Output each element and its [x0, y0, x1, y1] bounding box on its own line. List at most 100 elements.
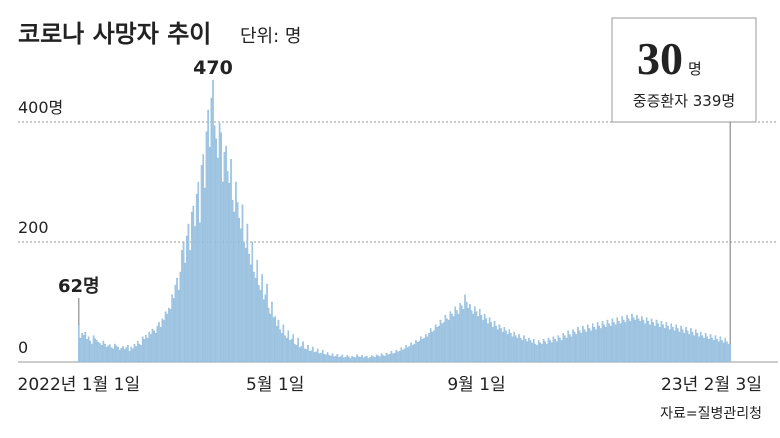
bar	[465, 301, 468, 363]
bar	[176, 277, 178, 363]
bar	[384, 355, 386, 363]
bar	[423, 337, 425, 363]
bar	[573, 331, 576, 363]
bar	[377, 355, 380, 363]
bar	[580, 333, 583, 363]
bar	[282, 324, 285, 363]
bar	[349, 358, 352, 363]
bar	[609, 325, 612, 363]
bar	[313, 352, 316, 363]
bar	[218, 123, 221, 363]
bar	[96, 340, 98, 363]
x-tick-label: 9월 1일	[447, 375, 505, 395]
bar	[200, 165, 203, 363]
bar	[598, 325, 601, 363]
bar	[407, 347, 409, 363]
bar	[246, 223, 249, 363]
bar	[698, 336, 700, 363]
bar	[168, 307, 170, 363]
bar	[582, 325, 584, 363]
bar	[500, 328, 502, 363]
bar	[608, 323, 610, 363]
bar	[279, 329, 281, 363]
bar	[153, 330, 155, 363]
bar	[123, 349, 126, 363]
bar	[696, 333, 699, 363]
bar	[668, 329, 671, 363]
bar	[519, 337, 522, 363]
bar	[441, 323, 443, 363]
bar	[721, 340, 723, 363]
bar	[469, 304, 471, 363]
bar	[334, 355, 337, 363]
bar	[372, 356, 375, 363]
bar	[181, 250, 183, 363]
bar	[331, 353, 334, 363]
bar	[320, 352, 322, 363]
bar	[565, 337, 568, 363]
bar	[367, 358, 370, 363]
bar	[81, 333, 83, 363]
bar	[452, 316, 455, 363]
bar	[533, 339, 535, 363]
bar	[493, 321, 496, 363]
bar	[351, 355, 353, 363]
bar	[397, 351, 399, 363]
bar	[109, 344, 111, 363]
bar	[636, 315, 638, 363]
bar	[400, 347, 402, 363]
bar	[186, 235, 188, 363]
bar	[82, 334, 85, 363]
bar	[382, 355, 384, 363]
bar	[606, 319, 609, 363]
bar	[562, 333, 565, 363]
bar	[78, 324, 80, 363]
bar	[344, 357, 347, 363]
bar	[544, 341, 547, 363]
bar	[271, 301, 273, 363]
bar	[505, 330, 507, 363]
bar	[269, 313, 272, 363]
bar	[501, 331, 504, 363]
bar	[570, 336, 573, 363]
bar	[318, 353, 321, 363]
bar	[727, 343, 730, 363]
bar	[395, 349, 398, 363]
bar	[616, 317, 619, 363]
bar	[685, 327, 687, 363]
bar	[462, 309, 465, 363]
bar	[390, 351, 393, 363]
bar	[79, 337, 82, 363]
bar	[683, 333, 686, 363]
bar	[375, 354, 378, 363]
bar	[418, 340, 421, 363]
bar	[366, 355, 368, 363]
bar	[92, 335, 95, 363]
bar	[706, 336, 709, 363]
bar	[665, 322, 668, 363]
bar	[195, 193, 198, 363]
bar	[132, 348, 134, 363]
bar	[228, 183, 231, 363]
bar	[323, 354, 326, 363]
bar	[330, 355, 332, 363]
bar	[672, 327, 674, 363]
bar	[670, 323, 673, 363]
bar	[479, 309, 481, 363]
bar	[308, 351, 311, 363]
bar	[388, 354, 391, 363]
bar	[523, 335, 525, 363]
x-tick-label: 23년 2월 3일	[661, 375, 762, 395]
bar	[230, 159, 232, 363]
bar	[171, 294, 173, 363]
bar	[84, 331, 87, 363]
bar	[613, 322, 615, 363]
bar	[626, 315, 628, 363]
bar	[515, 335, 517, 363]
bar	[254, 277, 257, 363]
bar	[110, 347, 113, 363]
bar	[485, 318, 488, 363]
bar	[357, 356, 360, 363]
bar	[127, 345, 129, 363]
bar	[429, 328, 432, 363]
